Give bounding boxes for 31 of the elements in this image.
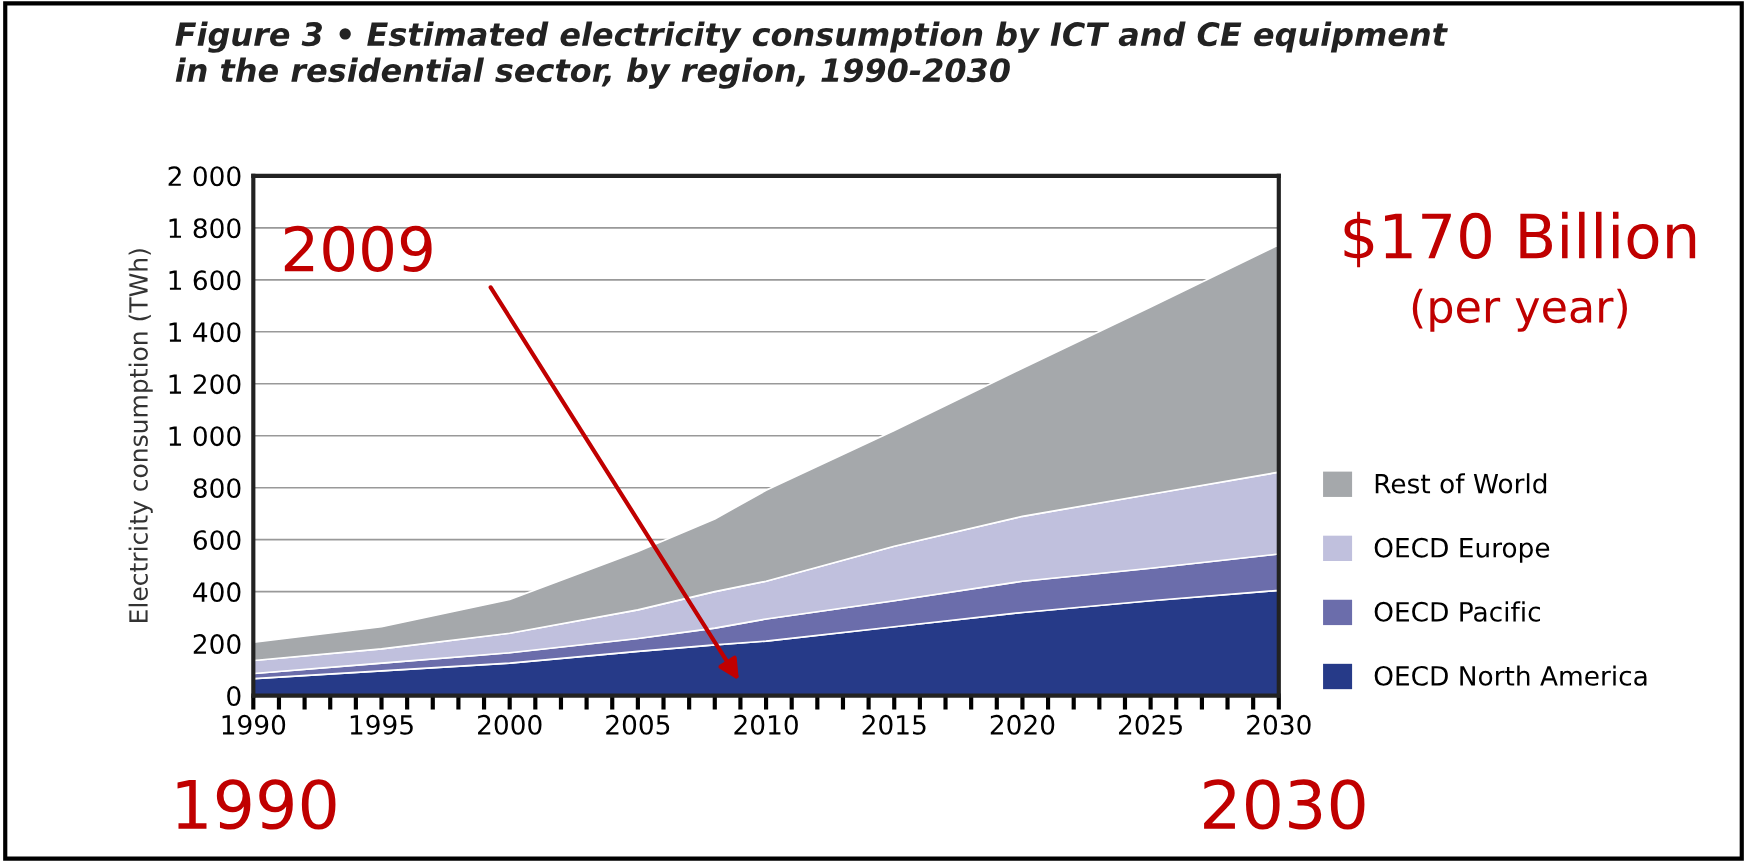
text: (per year): [1412, 288, 1627, 332]
x-tick-label: 2000: [478, 714, 542, 735]
y-tick-label: 600: [193, 530, 241, 551]
legend-label: OECD North America: [1374, 665, 1647, 686]
legend-label: Rest of World: [1375, 473, 1547, 494]
x-tick-label: 2030: [1247, 714, 1311, 735]
x-tick-label: 1995: [350, 714, 413, 735]
y-axis-title: Electricity consumption (TWh): [128, 249, 153, 622]
y-tick-label: 200: [193, 634, 241, 655]
y-tick-label: 0: [227, 686, 241, 707]
x-tick-label: 2015: [862, 714, 926, 735]
y-tick-label: 1 000: [169, 426, 241, 447]
y-tick-label: 1 600: [169, 270, 241, 291]
x-tick-label: 2010: [734, 714, 798, 735]
chart-title: Figure 3 • Estimated electricity consumption by ICT and CE equipment in the residential sector, by region, 1990-2030: [175, 21, 1448, 89]
y-tick-label: 1 800: [169, 218, 241, 239]
y-tick-label: 400: [193, 582, 241, 603]
y-tick-label: 1 200: [169, 374, 241, 395]
y-tick-label: 800: [193, 478, 241, 499]
annotation: 2009: [284, 225, 432, 273]
text: 1990: [177, 779, 336, 830]
text: 2030: [1204, 779, 1365, 830]
x-tick-label: 2020: [990, 714, 1055, 735]
x-tick-label: 2005: [606, 714, 670, 735]
legend-label: OECD Europe: [1374, 537, 1550, 563]
y-tick-label: 1 400: [169, 322, 241, 343]
text: $170 Billion: [1344, 211, 1696, 268]
y-tick-label: 2 000: [168, 166, 241, 187]
x-tick-label: 1990: [222, 714, 286, 735]
legend-label: OECD Pacific: [1374, 601, 1541, 622]
x-tick-label: 2025: [1118, 714, 1182, 735]
